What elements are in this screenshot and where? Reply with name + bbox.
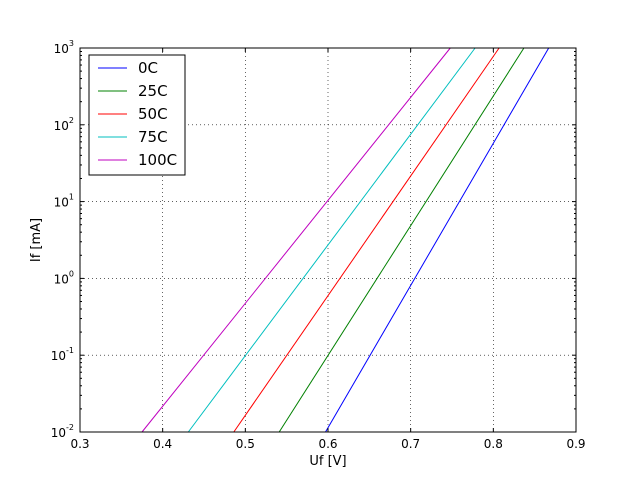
x-tick-label: 0.3 xyxy=(70,437,89,451)
legend-label-2: 50C xyxy=(138,105,168,123)
y-tick-label: 101 xyxy=(54,193,74,210)
y-tick-label: 10-2 xyxy=(51,423,74,440)
plot-frame xyxy=(79,47,577,433)
legend-box xyxy=(88,54,186,176)
series-line-0 xyxy=(325,47,550,433)
x-tick-label: 0.8 xyxy=(484,437,503,451)
series-line-2 xyxy=(233,47,500,433)
x-tick-label: 0.6 xyxy=(318,437,337,451)
legend-label-4: 100C xyxy=(138,151,177,169)
legend-label-0: 0C xyxy=(138,59,158,77)
series-line-1 xyxy=(278,47,525,433)
y-tick-label: 103 xyxy=(54,39,74,56)
y-tick-label: 10-1 xyxy=(51,346,74,363)
x-tick-label: 0.4 xyxy=(153,437,172,451)
x-tick-label: 0.7 xyxy=(401,437,420,451)
x-axis: 0.3 0.4 0.5 0.6 0.7 0.8 0.9 xyxy=(70,48,586,451)
series-lines xyxy=(141,47,550,433)
legend-label-3: 75C xyxy=(138,128,168,146)
series-line-4 xyxy=(141,47,451,433)
legend-label-1: 25C xyxy=(138,82,168,100)
y-tick-label: 100 xyxy=(54,269,74,286)
y-tick-label: 102 xyxy=(54,116,74,133)
legend: 0C 25C 50C 75C 100C xyxy=(88,54,186,176)
x-tick-label: 0.5 xyxy=(236,437,255,451)
y-axis-label: If [mA] xyxy=(29,218,44,262)
x-axis-label: Uf [V] xyxy=(309,454,346,469)
series-line-3 xyxy=(187,47,476,433)
x-tick-label: 0.9 xyxy=(566,437,585,451)
y-axis: 10-2 10-1 100 101 102 103 xyxy=(51,39,576,440)
